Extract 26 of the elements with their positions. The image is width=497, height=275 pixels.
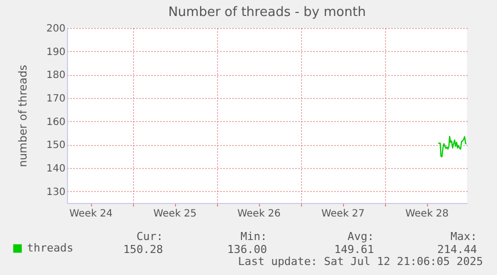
y-axis-title: number of threads [16, 64, 30, 168]
text: Avg: [348, 230, 374, 243]
y-tick-label: 140 [46, 164, 66, 174]
legend-label: threads [27, 242, 74, 254]
x-tick-label: Week 26 [237, 208, 281, 220]
y-tick-label: 130 [46, 186, 66, 198]
chart-title: Number of threads - by month [168, 5, 366, 20]
y-tick-label: 190 [46, 46, 66, 58]
y-tick-label: 200 [46, 24, 66, 34]
y-tick-label: 180 [46, 70, 66, 82]
line-series [438, 136, 467, 158]
x-tick-label: Week 24 [69, 208, 113, 220]
text: 150.28 [123, 243, 163, 256]
y-tick-label: 160 [46, 116, 66, 128]
text: Last update: Sat Jul 12 21:06:05 2025 [238, 255, 483, 268]
text: 136.00 [227, 243, 267, 256]
y-tick-label: 150 [46, 140, 66, 152]
text: Max: [450, 230, 477, 243]
text: Min: [240, 230, 267, 243]
text: 214.44 [437, 243, 477, 256]
x-tick-label: Week 28 [405, 208, 449, 220]
text: 149.61 [334, 243, 374, 256]
y-tick-label: 170 [46, 94, 66, 104]
text: Cur: [136, 230, 163, 243]
x-tick-label: Week 25 [153, 208, 197, 220]
x-tick-label: Week 27 [321, 208, 365, 220]
